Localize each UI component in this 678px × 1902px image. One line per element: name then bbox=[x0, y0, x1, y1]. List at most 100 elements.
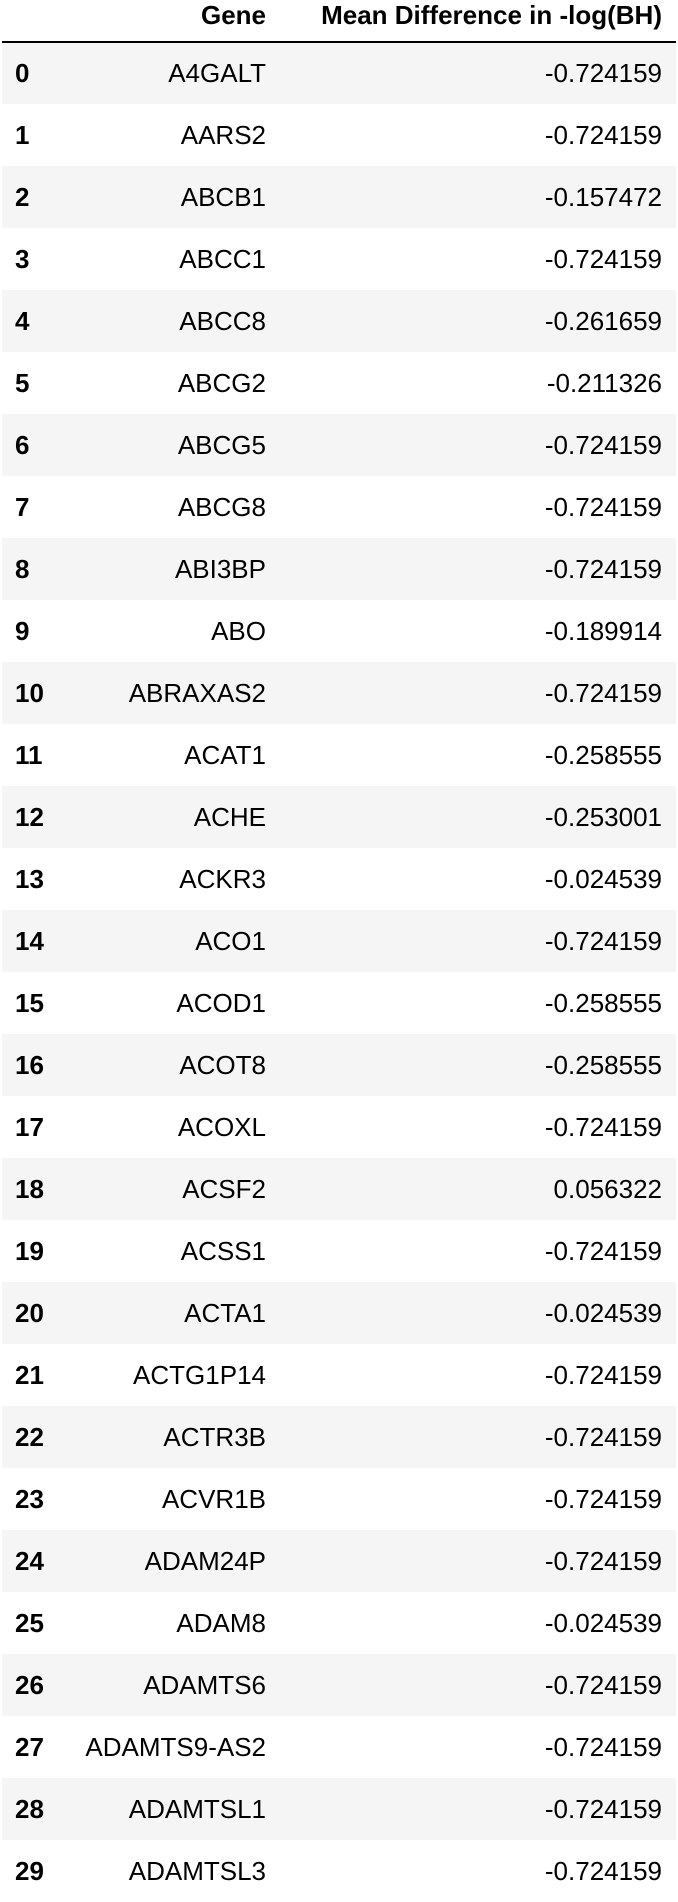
value-cell: -0.024539 bbox=[544, 863, 662, 894]
row-index: 21 bbox=[15, 1359, 44, 1390]
table-row: 11 ACAT1 -0.258555 bbox=[2, 724, 676, 786]
gene-cell: ABRAXAS2 bbox=[128, 677, 266, 708]
row-index: 27 bbox=[15, 1731, 44, 1762]
table-row: 14 ACO1 -0.724159 bbox=[2, 910, 676, 972]
gene-cell: ADAMTSL1 bbox=[128, 1793, 266, 1824]
gene-cell: A4GALT bbox=[168, 58, 266, 88]
value-cell: -0.724159 bbox=[544, 1235, 662, 1266]
table-row: 18 ACSF2 0.056322 bbox=[2, 1158, 676, 1220]
row-index: 14 bbox=[15, 925, 44, 956]
value-cell: 0.056322 bbox=[553, 1173, 662, 1204]
gene-cell: ABCG2 bbox=[177, 367, 266, 398]
value-cell: -0.724159 bbox=[544, 1359, 662, 1390]
value-cell: -0.157472 bbox=[544, 181, 662, 212]
gene-cell: ABCG8 bbox=[177, 491, 266, 522]
value-cell: -0.724159 bbox=[544, 1483, 662, 1514]
row-index: 19 bbox=[15, 1235, 44, 1266]
table-row: 6 ABCG5 -0.724159 bbox=[2, 414, 676, 476]
gene-cell: ADAM8 bbox=[176, 1607, 266, 1638]
gene-cell: ACOD1 bbox=[176, 987, 266, 1018]
row-index: 24 bbox=[15, 1545, 44, 1576]
table-row: 5 ABCG2 -0.211326 bbox=[2, 352, 676, 414]
row-index: 29 bbox=[15, 1855, 44, 1886]
value-cell: -0.258555 bbox=[544, 987, 662, 1018]
row-index: 12 bbox=[15, 801, 44, 832]
row-index: 28 bbox=[15, 1793, 44, 1824]
value-cell: -0.724159 bbox=[544, 491, 662, 522]
table-row: 1 AARS2 -0.724159 bbox=[2, 104, 676, 166]
row-index: 25 bbox=[15, 1607, 44, 1638]
table-header: Gene Mean Difference in -log(BH) bbox=[2, 0, 676, 43]
table-row: 22 ACTR3B -0.724159 bbox=[2, 1406, 676, 1468]
value-column-header: Mean Difference in -log(BH) bbox=[280, 0, 676, 43]
gene-cell: ADAM24P bbox=[144, 1545, 266, 1576]
value-cell: -0.024539 bbox=[544, 1297, 662, 1328]
table-row: 19 ACSS1 -0.724159 bbox=[2, 1220, 676, 1282]
table-row: 0 A4GALT -0.724159 bbox=[2, 42, 676, 104]
row-index: 18 bbox=[15, 1173, 44, 1204]
value-cell: -0.724159 bbox=[544, 243, 662, 274]
table-row: 15 ACOD1 -0.258555 bbox=[2, 972, 676, 1034]
table-row: 9 ABO -0.189914 bbox=[2, 600, 676, 662]
table-row: 25 ADAM8 -0.024539 bbox=[2, 1592, 676, 1654]
row-index: 22 bbox=[15, 1421, 44, 1452]
table-body: 0 A4GALT -0.724159 1 AARS2 -0.724159 2 ABCB1 -0.… bbox=[2, 42, 676, 1902]
gene-cell: ABCC8 bbox=[179, 305, 266, 336]
table-row: 28 ADAMTSL1 -0.724159 bbox=[2, 1778, 676, 1840]
value-cell: -0.724159 bbox=[544, 1111, 662, 1142]
table-row: 4 ABCC8 -0.261659 bbox=[2, 290, 676, 352]
value-cell: -0.261659 bbox=[544, 305, 662, 336]
gene-cell: ACTA1 bbox=[184, 1297, 266, 1328]
value-cell: -0.724159 bbox=[544, 119, 662, 150]
value-cell: -0.253001 bbox=[544, 801, 662, 832]
row-index: 10 bbox=[15, 677, 44, 708]
row-index: 26 bbox=[15, 1669, 44, 1700]
row-index: 16 bbox=[15, 1049, 44, 1080]
header-row: Gene Mean Difference in -log(BH) bbox=[2, 0, 676, 43]
row-index: 0 bbox=[15, 58, 30, 88]
gene-cell: ACOT8 bbox=[179, 1049, 266, 1080]
value-cell: -0.024539 bbox=[544, 1607, 662, 1638]
row-index: 4 bbox=[15, 305, 30, 336]
gene-cell: ACOXL bbox=[177, 1111, 266, 1142]
row-index: 13 bbox=[15, 863, 44, 894]
table-row: 26 ADAMTS6 -0.724159 bbox=[2, 1654, 676, 1716]
table-row: 7 ABCG8 -0.724159 bbox=[2, 476, 676, 538]
table-row: 21 ACTG1P14 -0.724159 bbox=[2, 1344, 676, 1406]
row-index: 7 bbox=[15, 491, 30, 522]
gene-cell: ADAMTS9-AS2 bbox=[85, 1731, 266, 1762]
value-cell: -0.724159 bbox=[544, 429, 662, 460]
table-row: 20 ACTA1 -0.024539 bbox=[2, 1282, 676, 1344]
gene-cell: ACTR3B bbox=[163, 1421, 266, 1452]
value-cell: -0.211326 bbox=[546, 367, 662, 398]
gene-column-header: Gene bbox=[60, 0, 280, 43]
table-row: 16 ACOT8 -0.258555 bbox=[2, 1034, 676, 1096]
table-row: 29 ADAMTSL3 -0.724159 bbox=[2, 1840, 676, 1902]
table-row: 24 ADAM24P -0.724159 bbox=[2, 1530, 676, 1592]
gene-cell: AARS2 bbox=[180, 119, 266, 150]
gene-cell: ABCC1 bbox=[179, 243, 266, 274]
row-index: 20 bbox=[15, 1297, 44, 1328]
table-row: 17 ACOXL -0.724159 bbox=[2, 1096, 676, 1158]
row-index: 3 bbox=[15, 243, 30, 274]
gene-cell: ACO1 bbox=[195, 925, 266, 956]
gene-cell: ACAT1 bbox=[184, 739, 266, 770]
row-index: 1 bbox=[15, 119, 30, 150]
row-index: 2 bbox=[15, 181, 30, 212]
table-row: 3 ABCC1 -0.724159 bbox=[2, 228, 676, 290]
value-cell: -0.724159 bbox=[544, 925, 662, 956]
row-index: 11 bbox=[15, 739, 43, 770]
gene-cell: ACSS1 bbox=[180, 1235, 266, 1266]
row-index: 15 bbox=[15, 987, 44, 1018]
row-index: 23 bbox=[15, 1483, 44, 1514]
gene-cell: ACKR3 bbox=[179, 863, 266, 894]
gene-cell: ACHE bbox=[193, 801, 266, 832]
value-cell: -0.724159 bbox=[544, 58, 662, 88]
gene-cell: ADAMTS6 bbox=[143, 1669, 266, 1700]
row-index: 5 bbox=[15, 367, 30, 398]
value-cell: -0.724159 bbox=[544, 1855, 662, 1886]
row-index: 8 bbox=[15, 553, 30, 584]
gene-cell: ACVR1B bbox=[161, 1483, 266, 1514]
value-cell: -0.724159 bbox=[544, 553, 662, 584]
value-cell: -0.724159 bbox=[544, 1731, 662, 1762]
